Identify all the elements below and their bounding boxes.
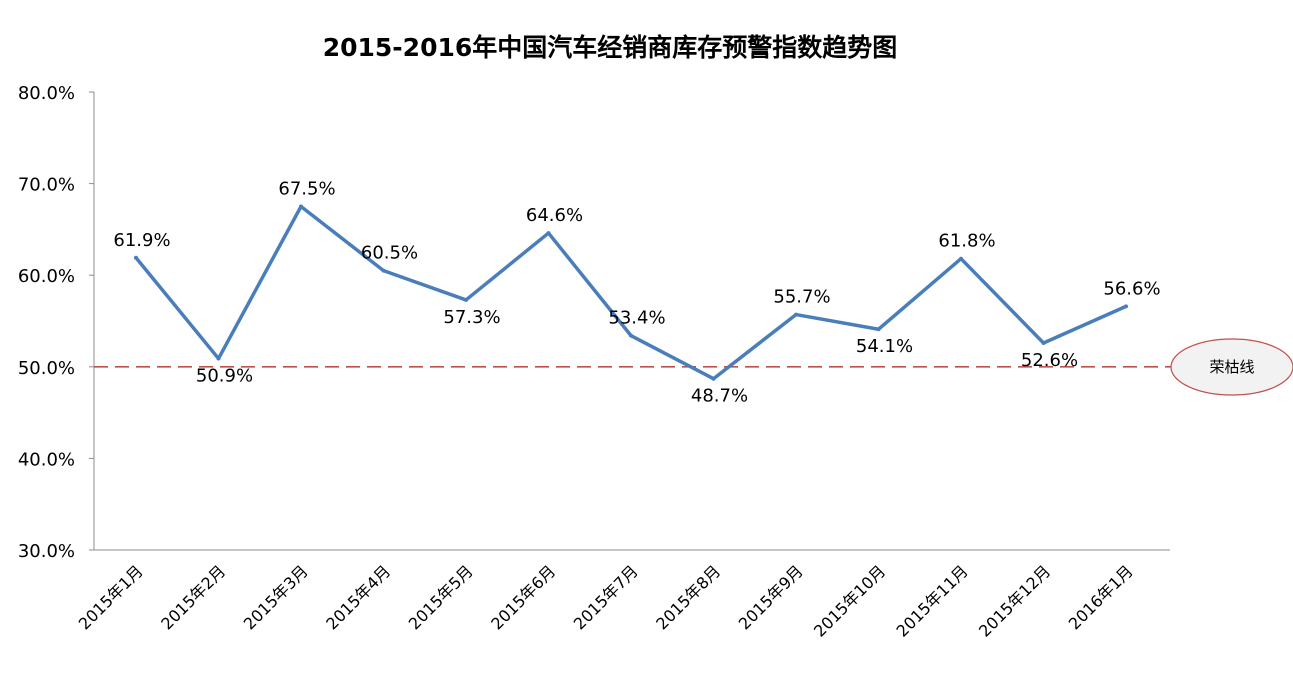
x-tick-label: 2015年5月: [405, 561, 477, 633]
x-tick-label: 2016年1月: [1065, 561, 1137, 633]
y-tick-label: 40.0%: [18, 449, 75, 470]
x-tick-label: 2015年8月: [652, 561, 724, 633]
data-labels: 61.9% 50.9% 67.5% 60.5% 57.3% 64.6% 53.4% 48.7%…: [113, 179, 1160, 407]
chart-title: 2015-2016年中国汽车经销商库存预警指数趋势图: [323, 33, 898, 62]
x-tick-label: 2015年10月: [810, 561, 889, 640]
y-tick-label: 60.0%: [18, 266, 75, 287]
y-tick-label: 70.0%: [18, 175, 75, 196]
data-point: [546, 231, 551, 236]
data-point: [464, 297, 468, 302]
data-label: 48.7%: [691, 386, 748, 407]
data-label: 67.5%: [278, 179, 335, 200]
data-point: [381, 268, 386, 273]
data-point: [299, 204, 303, 209]
x-tick-label: 2015年11月: [893, 561, 972, 640]
data-label: 64.6%: [526, 205, 583, 226]
x-tick-label: 2015年12月: [975, 561, 1054, 640]
y-tick-label: 30.0%: [18, 541, 75, 562]
y-tick-label: 50.0%: [18, 358, 75, 379]
data-point: [794, 312, 798, 317]
data-label: 50.9%: [196, 366, 253, 387]
data-point: [1124, 304, 1128, 309]
x-tick-label: 2015年9月: [735, 561, 807, 633]
axes: 30.0%40.0%50.0%60.0%70.0%80.0%2015年1月 201…: [18, 83, 1170, 641]
x-tick-label: 2015年6月: [487, 561, 559, 633]
reference-line-group: 荣枯线: [94, 338, 1293, 396]
data-label: 55.7%: [773, 287, 830, 308]
data-point: [959, 256, 963, 261]
series-group: [134, 204, 1128, 381]
data-label: 54.1%: [856, 336, 913, 357]
data-label: 56.6%: [1103, 278, 1160, 299]
x-tick-label: 2015年3月: [240, 561, 312, 633]
data-label: 57.3%: [443, 307, 500, 328]
data-label: 61.9%: [113, 230, 170, 251]
x-tick-label: 2015年2月: [157, 561, 229, 633]
y-tick-label: 80.0%: [18, 83, 75, 104]
data-point: [134, 255, 138, 260]
data-point: [876, 327, 881, 332]
data-label: 61.8%: [938, 231, 995, 252]
data-point: [216, 356, 221, 361]
reference-line-label: 荣枯线: [1209, 358, 1254, 376]
data-point: [1041, 340, 1046, 345]
data-label: 53.4%: [608, 308, 665, 329]
reference-line-badge: [1170, 338, 1293, 396]
data-label: 52.6%: [1021, 350, 1078, 371]
data-point: [629, 333, 633, 338]
x-tick-label: 2015年7月: [570, 561, 642, 633]
x-tick-label: 2015年4月: [322, 561, 394, 633]
data-label: 60.5%: [361, 243, 418, 264]
data-point: [711, 376, 716, 381]
x-tick-label: 2015年1月: [75, 561, 147, 633]
